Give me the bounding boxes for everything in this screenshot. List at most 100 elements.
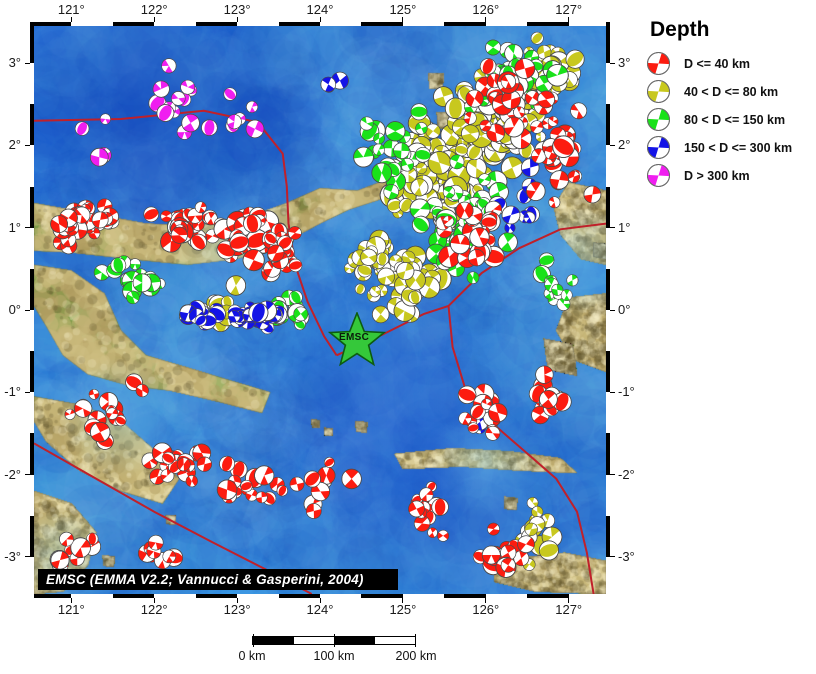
legend-item-dmax[interactable]: D > 300 km: [646, 163, 812, 188]
map-plot-area[interactable]: EMSC EMSC (EMMA V2.2; Vannucci & Gasperi…: [34, 26, 606, 594]
map-credit-text: EMSC (EMMA V2.2; Vannucci & Gasperini, 2…: [38, 569, 398, 590]
axis-tick-label: 121°: [57, 2, 85, 17]
focal-mechanism-beachball: [547, 116, 559, 127]
frame-segment: [361, 594, 403, 598]
focal-mechanism-beachball: [415, 162, 428, 174]
focal-mechanism-beachball: [411, 215, 430, 234]
focal-mechanism-beachball: [196, 456, 212, 472]
axis-tick-label: 127°: [555, 2, 583, 17]
focal-mechanism-beachball: [135, 384, 149, 398]
focal-mechanism-beachball: [467, 422, 479, 434]
focal-mechanism-beachball: [393, 299, 416, 322]
focal-mechanism-beachball: [371, 162, 392, 184]
focal-mechanism-beachball: [360, 248, 378, 266]
scale-bar-segment: [293, 637, 334, 644]
focal-mechanism-beachball: [463, 111, 477, 125]
focal-mechanism-beachball: [267, 244, 285, 262]
focal-mechanism-beachball: [288, 226, 302, 240]
axis-tick: [153, 598, 155, 603]
focal-mechanism-beachball: [531, 506, 544, 518]
axis-tick-label: 123°: [223, 2, 251, 17]
frame-segment: [30, 594, 72, 598]
focal-mechanism-beachball: [161, 58, 177, 74]
focal-mechanism-beachball: [91, 211, 109, 229]
focal-mechanism-beachball: [566, 274, 579, 287]
frame-segment: [30, 351, 34, 393]
focal-mechanism-beachball: [242, 249, 265, 272]
focal-mechanism-beachball: [539, 390, 558, 409]
focal-mechanism-beachball: [190, 233, 207, 251]
frame-segment: [195, 22, 238, 26]
scale-bar-label: 200 km: [395, 649, 437, 663]
map-figure: EMSC EMSC (EMMA V2.2; Vannucci & Gasperi…: [30, 22, 610, 598]
focal-mechanism-beachball: [500, 557, 516, 573]
legend-item-d80[interactable]: 40 < D <= 80 km: [646, 79, 812, 104]
map-frame-right: [606, 22, 610, 598]
focal-mechanism-beachball: [444, 97, 467, 119]
focal-mechanism-beachball: [115, 415, 127, 427]
focal-mechanism-beachball: [161, 451, 175, 465]
axis-tick: [568, 598, 570, 603]
focal-mechanism-beachball: [410, 178, 429, 197]
focal-mechanism-beachball: [504, 222, 516, 234]
focal-mechanism-beachball: [50, 215, 68, 233]
focal-mechanism-beachball: [415, 146, 431, 163]
legend-item-d40[interactable]: D <= 40 km: [646, 51, 812, 76]
focal-mechanism-beachball: [194, 314, 207, 327]
legend-item-d150[interactable]: 80 < D <= 150 km: [646, 107, 812, 132]
focal-mechanism-beachball: [98, 392, 119, 412]
scale-bar-segment: [253, 637, 294, 644]
focal-mechanism-beachball: [156, 104, 175, 122]
focal-mechanism-beachball: [383, 184, 399, 200]
focal-mechanism-beachball: [442, 186, 456, 199]
focal-mechanism-beachball: [228, 310, 241, 323]
axis-tick-label: 125°: [389, 2, 417, 17]
focal-mechanism-beachball: [389, 254, 403, 268]
legend-beachball-icon-d40: [646, 51, 671, 76]
axis-tick-label: 3°: [8, 55, 21, 71]
focal-mechanism-beachball: [170, 226, 188, 244]
focal-mechanism-beachball: [105, 407, 119, 420]
focal-mechanism-beachball: [455, 201, 474, 220]
focal-mechanism-beachball: [500, 74, 516, 90]
focal-mechanism-beachball: [531, 148, 547, 164]
frame-segment: [444, 594, 486, 598]
focal-mechanism-beachball: [535, 365, 554, 384]
focal-mechanism-beachball: [501, 205, 521, 225]
axis-tick: [485, 17, 487, 22]
legend-item-d300[interactable]: 150 < D <= 300 km: [646, 135, 812, 160]
plate-boundary-line-3: [447, 222, 606, 307]
focal-mechanism-beachball: [181, 113, 200, 133]
focal-mechanism-beachball: [248, 302, 269, 323]
axis-tick-label: 121°: [57, 602, 85, 617]
focal-mechanism-beachball: [373, 132, 385, 145]
scale-bar-segment: [334, 637, 375, 644]
frame-segment: [606, 433, 610, 475]
focal-mechanism-beachball: [485, 39, 501, 56]
axis-tick: [568, 17, 570, 22]
axis-tick: [610, 144, 615, 146]
frame-segment: [30, 104, 34, 146]
focal-mechanism-beachball: [59, 531, 74, 547]
focal-mechanism-beachball: [377, 267, 395, 286]
focal-mechanism-beachball: [449, 154, 465, 170]
focal-mechanism-beachball: [359, 116, 374, 131]
legend-beachball-icon-dmax: [646, 163, 671, 188]
frame-segment: [30, 22, 72, 26]
focal-mechanism-beachball: [324, 457, 335, 468]
focal-mechanism-beachball: [219, 455, 236, 472]
focal-mechanism-beachball: [565, 49, 585, 69]
focal-mechanism-beachball: [538, 252, 555, 268]
axis-tick: [236, 17, 238, 22]
focal-mechanism-beachball: [276, 485, 288, 497]
axis-tick: [153, 17, 155, 22]
emsc-epicenter-star-icon: [328, 312, 386, 368]
axis-tick: [70, 598, 72, 603]
focal-mechanism-beachball: [479, 58, 497, 75]
focal-mechanism-beachball: [93, 264, 110, 281]
axis-tick-label: 1°: [8, 219, 21, 235]
scale-bar: 0 km 100 km 200 km: [238, 634, 437, 665]
axis-tick-label: 127°: [555, 602, 583, 617]
focal-mechanism-beachball: [255, 491, 268, 504]
focal-mechanism-beachball: [487, 522, 500, 536]
